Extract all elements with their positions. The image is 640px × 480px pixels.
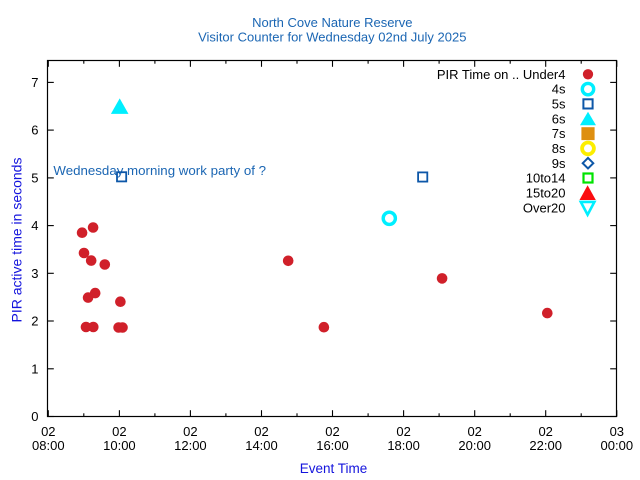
svg-text:10:00: 10:00 — [103, 438, 136, 453]
svg-text:7: 7 — [31, 75, 38, 90]
svg-text:Wednesday morning work party o: Wednesday morning work party of ? — [53, 163, 266, 178]
svg-text:20:00: 20:00 — [458, 438, 491, 453]
svg-text:02: 02 — [41, 424, 55, 439]
svg-text:Event Time: Event Time — [300, 461, 368, 476]
svg-text:4: 4 — [31, 218, 38, 233]
svg-text:10to14: 10to14 — [526, 171, 566, 186]
svg-text:5s: 5s — [552, 97, 566, 112]
svg-text:02: 02 — [183, 424, 197, 439]
svg-text:18:00: 18:00 — [387, 438, 420, 453]
svg-text:2: 2 — [31, 314, 38, 329]
svg-text:12:00: 12:00 — [174, 438, 207, 453]
svg-text:02: 02 — [254, 424, 268, 439]
svg-text:02: 02 — [112, 424, 126, 439]
svg-text:03: 03 — [610, 424, 624, 439]
svg-text:00:00: 00:00 — [601, 438, 634, 453]
svg-text:08:00: 08:00 — [32, 438, 65, 453]
svg-text:02: 02 — [538, 424, 552, 439]
svg-text:6: 6 — [31, 123, 38, 138]
svg-text:Visitor Counter for Wednesday: Visitor Counter for Wednesday 02nd July … — [198, 30, 466, 45]
svg-text:14:00: 14:00 — [245, 438, 278, 453]
svg-text:4s: 4s — [552, 82, 566, 97]
svg-text:02: 02 — [396, 424, 410, 439]
svg-text:1: 1 — [31, 361, 38, 376]
svg-text:22:00: 22:00 — [529, 438, 562, 453]
svg-text:8s: 8s — [552, 141, 566, 156]
svg-text:PIR Time on .. Under4: PIR Time on .. Under4 — [437, 67, 566, 82]
svg-text:7s: 7s — [552, 126, 566, 141]
svg-text:Over20: Over20 — [523, 200, 566, 215]
svg-text:02: 02 — [325, 424, 339, 439]
svg-text:15to20: 15to20 — [526, 186, 566, 201]
svg-text:3: 3 — [31, 266, 38, 281]
svg-text:6s: 6s — [552, 111, 566, 126]
svg-text:North Cove Nature Reserve: North Cove Nature Reserve — [252, 15, 412, 30]
svg-text:0: 0 — [31, 409, 38, 424]
svg-text:5: 5 — [31, 171, 38, 186]
svg-text:9s: 9s — [552, 156, 566, 171]
svg-text:02: 02 — [467, 424, 481, 439]
svg-text:16:00: 16:00 — [316, 438, 349, 453]
svg-text:PIR active time in seconds: PIR active time in seconds — [9, 158, 25, 323]
